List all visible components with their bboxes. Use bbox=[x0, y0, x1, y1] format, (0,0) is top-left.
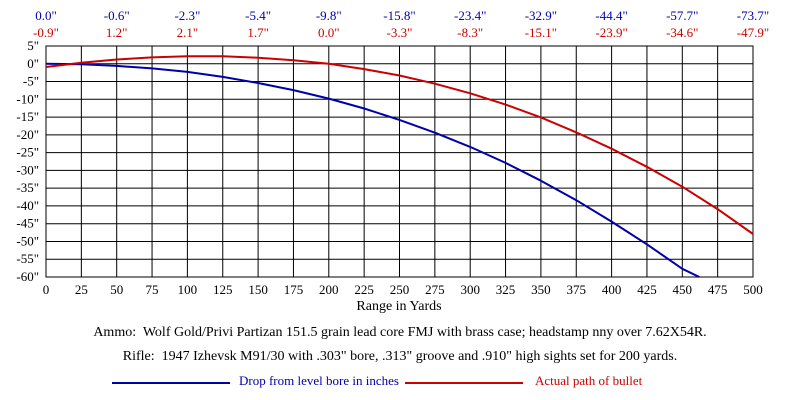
y-tick-label: 0" bbox=[27, 56, 39, 71]
top-label-drop: 0.0" bbox=[35, 8, 57, 23]
top-label-path: -0.9" bbox=[33, 25, 59, 40]
y-tick-label: -40" bbox=[16, 198, 39, 213]
y-tick-label: 5" bbox=[27, 38, 39, 53]
top-label-path: -3.3" bbox=[387, 25, 413, 40]
top-label-drop: -2.3" bbox=[174, 8, 200, 23]
legend-swatch-path bbox=[405, 382, 523, 384]
x-tick-label: 100 bbox=[178, 282, 198, 297]
legend-label-drop: Drop from level bore in inches bbox=[239, 373, 399, 388]
legend-swatch-drop bbox=[112, 382, 230, 384]
top-label-path: -15.1" bbox=[525, 25, 557, 40]
y-tick-label: -15" bbox=[16, 109, 39, 124]
x-tick-label: 375 bbox=[567, 282, 587, 297]
x-tick-label: 125 bbox=[213, 282, 233, 297]
top-value-labels: 0.0" -0.9" -0.6" 1.2" -2.3" 2.1" -5.4" 1.7" -9.8… bbox=[33, 8, 769, 40]
top-label-path: -23.9" bbox=[595, 25, 627, 40]
x-tick-label: 275 bbox=[425, 282, 445, 297]
x-tick-label: 475 bbox=[708, 282, 728, 297]
y-tick-label: -10" bbox=[16, 91, 39, 106]
top-label-drop: -15.8" bbox=[383, 8, 415, 23]
series-line-drop bbox=[45, 62, 700, 278]
series-lines bbox=[45, 55, 754, 278]
y-tick-label: -45" bbox=[16, 216, 39, 231]
x-tick-label: 450 bbox=[673, 282, 693, 297]
top-label-drop: -5.4" bbox=[245, 8, 271, 23]
top-label-path: -47.9" bbox=[737, 25, 769, 40]
trajectory-chart: 0.0" -0.9" -0.6" 1.2" -2.3" 2.1" -5.4" 1.7" -9.8… bbox=[16, 8, 769, 314]
x-tick-label: 400 bbox=[602, 282, 622, 297]
y-tick-label: -50" bbox=[16, 233, 39, 248]
rifle-caption: Rifle: 1947 Izhevsk M91/30 with .303" bo… bbox=[122, 349, 678, 364]
x-tick-label: 200 bbox=[319, 282, 339, 297]
x-tick-label: 350 bbox=[531, 282, 551, 297]
x-tick-label: 300 bbox=[460, 282, 480, 297]
x-axis-ticks: 0 25 50 75 100 125 150 175 200 225 250 275 300 325 350… bbox=[43, 282, 763, 297]
y-tick-label: -35" bbox=[16, 180, 39, 195]
legend-label-path: Actual path of bullet bbox=[535, 373, 643, 388]
x-tick-label: 25 bbox=[75, 282, 88, 297]
y-tick-label: -25" bbox=[16, 145, 39, 160]
x-tick-label: 50 bbox=[110, 282, 123, 297]
top-label-path: 1.2" bbox=[106, 25, 128, 40]
top-label-path: 2.1" bbox=[177, 25, 199, 40]
x-tick-label: 325 bbox=[496, 282, 516, 297]
top-label-path: -8.3" bbox=[457, 25, 483, 40]
top-label-drop: -32.9" bbox=[525, 8, 557, 23]
series-line-path bbox=[45, 55, 754, 235]
top-label-path: 0.0" bbox=[318, 25, 340, 40]
x-tick-label: 150 bbox=[248, 282, 268, 297]
ammo-caption: Ammo: Wolf Gold/Privi Partizan 151.5 gra… bbox=[93, 325, 707, 340]
x-axis-title: Range in Yards bbox=[356, 299, 441, 314]
top-label-drop: -73.7" bbox=[737, 8, 769, 23]
top-label-path: -34.6" bbox=[666, 25, 698, 40]
y-tick-label: -55" bbox=[16, 251, 39, 266]
top-label-drop: -23.4" bbox=[454, 8, 486, 23]
x-tick-label: 225 bbox=[354, 282, 374, 297]
y-axis-ticks: 5" 0" -5" -10" -15" -20" -25" -30" -35" -40" -45" -… bbox=[16, 38, 39, 284]
x-tick-label: 75 bbox=[146, 282, 159, 297]
y-tick-label: -20" bbox=[16, 127, 39, 142]
top-label-path: 1.7" bbox=[247, 25, 269, 40]
y-tick-label: -60" bbox=[16, 269, 39, 284]
top-label-drop: -9.8" bbox=[316, 8, 342, 23]
chart-grid bbox=[45, 45, 754, 278]
x-tick-label: 250 bbox=[390, 282, 410, 297]
y-tick-label: -5" bbox=[23, 74, 39, 89]
x-tick-label: 0 bbox=[43, 282, 50, 297]
top-label-drop: -44.4" bbox=[595, 8, 627, 23]
x-tick-label: 425 bbox=[637, 282, 657, 297]
top-label-drop: -0.6" bbox=[104, 8, 130, 23]
plot-border bbox=[45, 45, 754, 278]
y-tick-label: -30" bbox=[16, 162, 39, 177]
x-tick-label: 175 bbox=[284, 282, 304, 297]
x-tick-label: 500 bbox=[743, 282, 763, 297]
top-label-drop: -57.7" bbox=[666, 8, 698, 23]
